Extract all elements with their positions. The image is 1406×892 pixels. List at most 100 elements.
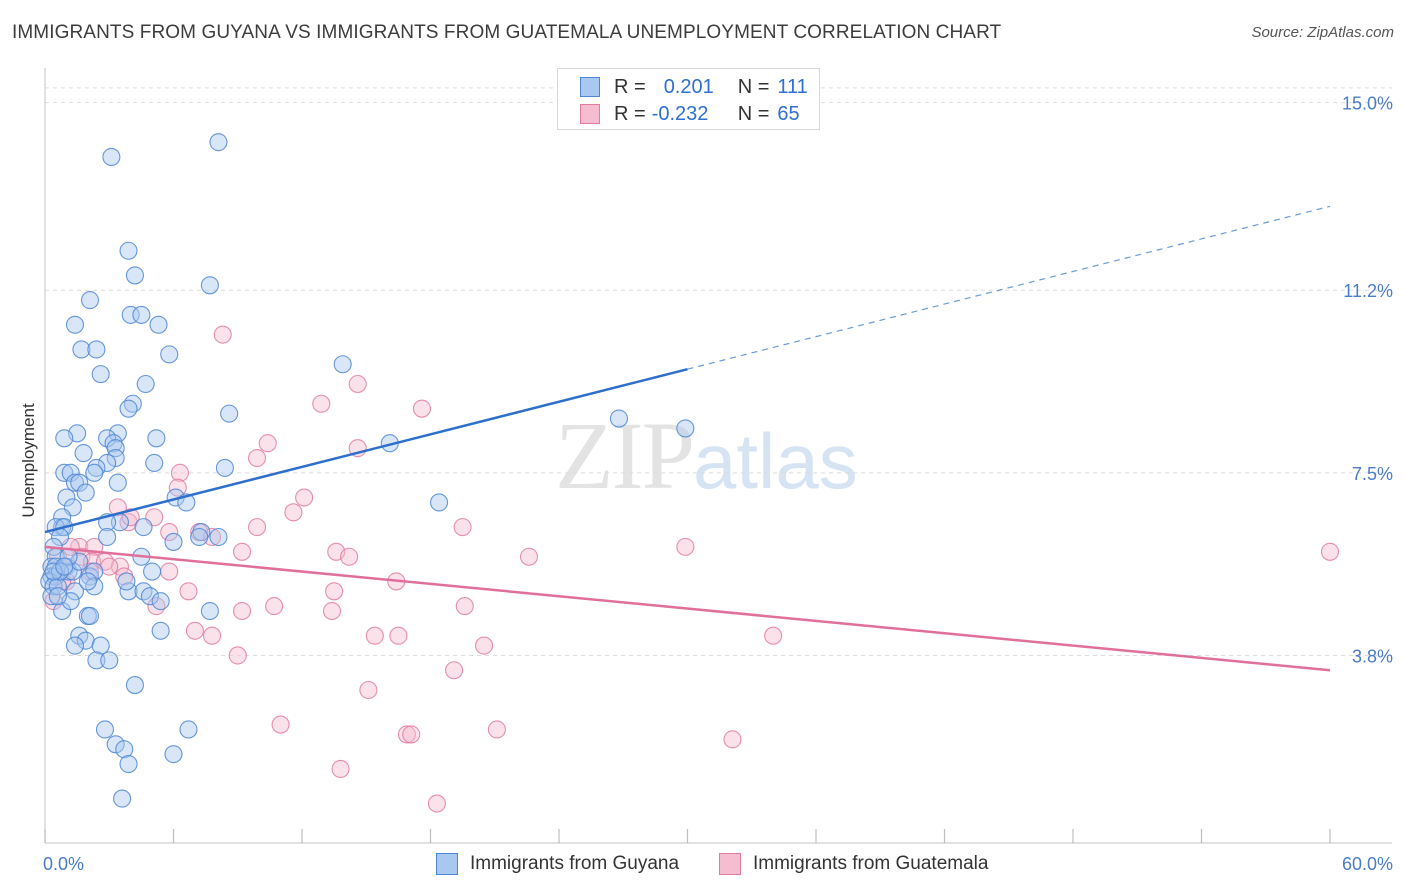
guatemala-point bbox=[325, 582, 344, 601]
guyana-point bbox=[48, 577, 67, 596]
y-tick-label: 11.2% bbox=[1343, 281, 1393, 301]
guyana-point bbox=[48, 587, 67, 606]
guatemala-point bbox=[322, 601, 342, 621]
guyana-point bbox=[44, 562, 63, 581]
guyana-point bbox=[160, 345, 179, 364]
guatemala-point bbox=[185, 621, 204, 640]
guyana-point bbox=[78, 572, 97, 591]
guatemala-point bbox=[348, 374, 367, 394]
guyana-point bbox=[85, 463, 104, 482]
guyana-point bbox=[106, 735, 125, 754]
guatemala-point bbox=[179, 582, 198, 601]
guatemala-point bbox=[723, 730, 742, 749]
guyana-point bbox=[102, 147, 121, 167]
guatemala-point bbox=[412, 399, 431, 418]
guyana-point bbox=[190, 527, 209, 547]
guyana-point bbox=[65, 582, 85, 601]
guyana-point bbox=[108, 473, 127, 492]
axes bbox=[44, 68, 1392, 844]
guyana-point bbox=[87, 340, 106, 359]
guatemala-point bbox=[247, 518, 267, 537]
y-tick-label: 15.0% bbox=[1342, 94, 1393, 114]
guyana-point bbox=[106, 448, 125, 468]
guyana-point bbox=[119, 399, 138, 418]
guatemala-legend-label: Immigrants from Guatemala bbox=[753, 853, 989, 874]
guyana-legend-swatch bbox=[436, 853, 458, 875]
guatemala-point bbox=[519, 547, 539, 566]
guatemala-point bbox=[487, 720, 506, 739]
guyana-point bbox=[72, 340, 91, 359]
guyana-points bbox=[40, 133, 695, 808]
guyana-point bbox=[85, 562, 104, 581]
guatemala-point bbox=[474, 636, 494, 655]
guyana-point bbox=[151, 621, 170, 640]
y-axis-title: Unemployment bbox=[19, 403, 38, 518]
guyana-point bbox=[200, 276, 219, 295]
guyana-legend-label: Immigrants from Guyana bbox=[470, 853, 680, 874]
guyana-point bbox=[106, 439, 125, 458]
guyana-point bbox=[87, 651, 106, 670]
guatemala-point bbox=[232, 542, 252, 561]
legend-r-value: 0.201 bbox=[663, 75, 714, 98]
guyana-point bbox=[149, 315, 168, 334]
guyana-point bbox=[108, 424, 127, 443]
y-tick-label: 7.5% bbox=[1352, 464, 1393, 484]
guatemala-point bbox=[170, 463, 189, 482]
guatemala-swatch bbox=[580, 104, 600, 124]
trend-lines bbox=[44, 205, 1331, 672]
guyana-point bbox=[70, 473, 89, 492]
guyana-point bbox=[220, 404, 239, 423]
bottom-legend-guyana: Immigrants from Guyana bbox=[436, 851, 679, 877]
guyana-point bbox=[134, 518, 153, 537]
guyana-point bbox=[55, 557, 74, 576]
guyana-point bbox=[57, 488, 76, 507]
guyana-point bbox=[100, 651, 119, 670]
legend-r-value: -0.232 bbox=[651, 102, 709, 125]
correlation-legend: R = 0.201 N = 111 R = -0.232 N = 65 bbox=[557, 68, 820, 130]
legend-n-label: N = bbox=[737, 75, 770, 98]
guatemala-point bbox=[312, 394, 331, 413]
guyana-point bbox=[117, 572, 136, 591]
guyana-point bbox=[65, 636, 85, 655]
guatemala-point bbox=[331, 759, 350, 779]
legend-row-guyana: R = 0.201 N = 111 bbox=[580, 75, 808, 99]
guatemala-point bbox=[232, 601, 252, 621]
legend-r-label: R = bbox=[614, 75, 646, 98]
guatemala-point bbox=[100, 557, 119, 576]
guyana-point bbox=[147, 429, 166, 448]
guyana-point bbox=[164, 532, 183, 551]
guatemala-trend-line bbox=[44, 545, 1331, 672]
guatemala-point bbox=[359, 680, 378, 700]
guyana-point bbox=[179, 720, 198, 739]
guyana-point bbox=[200, 601, 219, 621]
guyana-point bbox=[80, 606, 100, 626]
bottom-legend-guatemala: Immigrants from Guatemala bbox=[719, 851, 988, 877]
tick-labels: 3.8% 7.5% 11.2% 15.0% 0.0% 60.0% Unemployment bbox=[19, 94, 1393, 874]
guatemala-point bbox=[258, 434, 277, 453]
guyana-point bbox=[115, 740, 134, 759]
guyana-point bbox=[119, 241, 138, 260]
guyana-point bbox=[430, 493, 449, 512]
guatemala-point bbox=[121, 508, 140, 527]
guatemala-legend-swatch bbox=[719, 853, 741, 875]
guatemala-point bbox=[427, 794, 446, 813]
watermark-zip: ZIP bbox=[555, 402, 695, 509]
guyana-point bbox=[145, 453, 164, 473]
legend-n-value: 65 bbox=[777, 102, 800, 125]
x-tick-label: 60.0% bbox=[1342, 854, 1393, 874]
guyana-point bbox=[121, 305, 140, 324]
guatemala-point bbox=[284, 503, 303, 522]
guyana-point bbox=[125, 266, 144, 285]
guatemala-point bbox=[265, 597, 284, 616]
guyana-point bbox=[215, 458, 234, 477]
legend-n-value: 111 bbox=[777, 75, 808, 98]
guyana-trend-extension bbox=[687, 205, 1331, 370]
guyana-point bbox=[132, 305, 151, 324]
guyana-point bbox=[80, 291, 100, 310]
guatemala-point bbox=[453, 518, 472, 537]
guatemala-point bbox=[203, 527, 222, 547]
guyana-point bbox=[125, 676, 144, 695]
guyana-point bbox=[143, 562, 162, 581]
guyana-point bbox=[113, 789, 132, 808]
